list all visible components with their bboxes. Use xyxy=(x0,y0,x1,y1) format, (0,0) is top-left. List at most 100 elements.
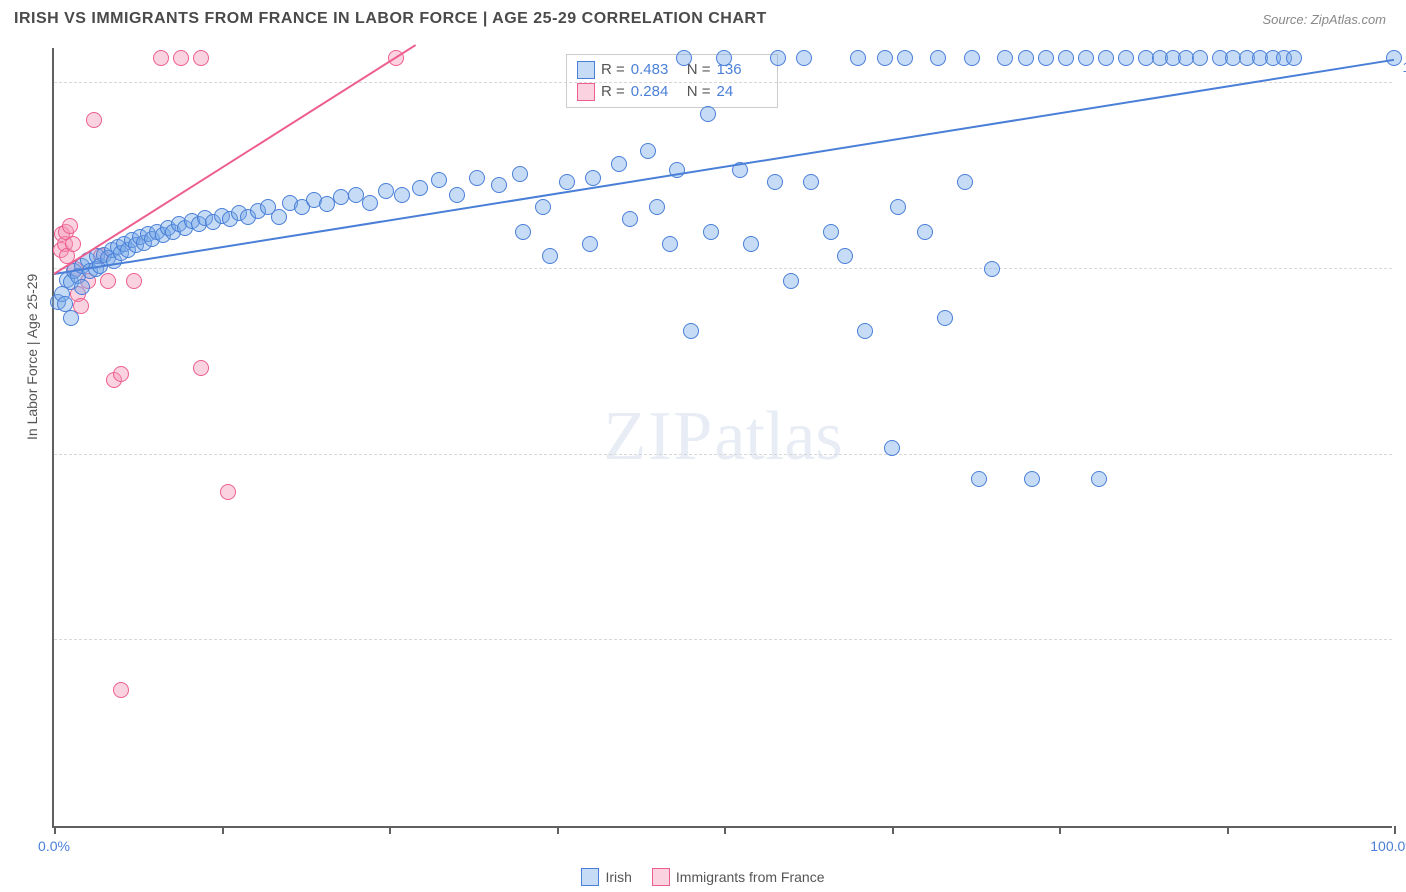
x-tick xyxy=(557,826,559,834)
swatch-irish xyxy=(577,61,595,79)
data-point xyxy=(783,273,799,289)
data-point xyxy=(193,360,209,376)
data-point xyxy=(611,156,627,172)
y-axis-label: In Labor Force | Age 25-29 xyxy=(24,274,40,440)
data-point xyxy=(767,174,783,190)
data-point xyxy=(743,236,759,252)
x-tick xyxy=(389,826,391,834)
swatch-france xyxy=(652,868,670,886)
data-point xyxy=(823,224,839,240)
x-tick xyxy=(1059,826,1061,834)
x-tick xyxy=(54,826,56,834)
x-tick-label: 100.0% xyxy=(1370,838,1406,854)
gridline xyxy=(54,454,1392,455)
data-point xyxy=(622,211,638,227)
gridline xyxy=(54,639,1392,640)
data-point xyxy=(1091,471,1107,487)
data-point xyxy=(535,199,551,215)
swatch-irish xyxy=(581,868,599,886)
gridline xyxy=(54,268,1392,269)
data-point xyxy=(193,50,209,66)
watermark: ZIPatlas xyxy=(603,397,842,477)
data-point xyxy=(62,218,78,234)
data-point xyxy=(1038,50,1054,66)
data-point xyxy=(964,50,980,66)
data-point xyxy=(559,174,575,190)
data-point xyxy=(703,224,719,240)
data-point xyxy=(716,50,732,66)
x-tick xyxy=(222,826,224,834)
data-point xyxy=(57,296,73,312)
data-point xyxy=(512,166,528,182)
data-point xyxy=(1098,50,1114,66)
data-point xyxy=(431,172,447,188)
y-tick-label: 100.0% xyxy=(1403,59,1406,75)
data-point xyxy=(65,236,81,252)
data-point xyxy=(74,279,90,295)
data-point xyxy=(683,323,699,339)
data-point xyxy=(1078,50,1094,66)
source-attribution: Source: ZipAtlas.com xyxy=(1262,12,1386,27)
data-point xyxy=(362,195,378,211)
data-point xyxy=(930,50,946,66)
data-point xyxy=(850,50,866,66)
legend-row-irish: R = 0.483 N = 136 xyxy=(577,59,767,81)
legend-row-france: R = 0.284 N = 24 xyxy=(577,81,767,103)
data-point xyxy=(412,180,428,196)
trendline xyxy=(53,44,416,275)
legend-item-france: Immigrants from France xyxy=(652,868,825,886)
data-point xyxy=(469,170,485,186)
data-point xyxy=(803,174,819,190)
data-point xyxy=(971,471,987,487)
data-point xyxy=(153,50,169,66)
data-point xyxy=(770,50,786,66)
data-point xyxy=(997,50,1013,66)
data-point xyxy=(640,143,656,159)
gridline xyxy=(54,82,1392,83)
data-point xyxy=(348,187,364,203)
data-point xyxy=(100,273,116,289)
data-point xyxy=(984,261,1000,277)
data-point xyxy=(126,273,142,289)
data-point xyxy=(662,236,678,252)
data-point xyxy=(1018,50,1034,66)
legend-item-irish: Irish xyxy=(581,868,631,886)
data-point xyxy=(676,50,692,66)
data-point xyxy=(796,50,812,66)
data-point xyxy=(63,310,79,326)
data-point xyxy=(957,174,973,190)
series-legend: Irish Immigrants from France xyxy=(0,868,1406,886)
data-point xyxy=(837,248,853,264)
scatter-chart: ZIPatlas R = 0.483 N = 136 R = 0.284 N =… xyxy=(52,48,1392,828)
data-point xyxy=(449,187,465,203)
data-point xyxy=(515,224,531,240)
x-tick xyxy=(892,826,894,834)
data-point xyxy=(1058,50,1074,66)
data-point xyxy=(113,682,129,698)
data-point xyxy=(582,236,598,252)
data-point xyxy=(491,177,507,193)
data-point xyxy=(1286,50,1302,66)
x-tick xyxy=(1394,826,1396,834)
data-point xyxy=(937,310,953,326)
data-point xyxy=(1192,50,1208,66)
x-tick-label: 0.0% xyxy=(38,838,70,854)
data-point xyxy=(378,183,394,199)
data-point xyxy=(1024,471,1040,487)
data-point xyxy=(542,248,558,264)
data-point xyxy=(585,170,601,186)
swatch-france xyxy=(577,83,595,101)
data-point xyxy=(394,187,410,203)
correlation-legend: R = 0.483 N = 136 R = 0.284 N = 24 xyxy=(566,54,778,108)
data-point xyxy=(220,484,236,500)
data-point xyxy=(1118,50,1134,66)
x-tick xyxy=(1227,826,1229,834)
data-point xyxy=(857,323,873,339)
data-point xyxy=(917,224,933,240)
data-point xyxy=(1386,50,1402,66)
data-point xyxy=(700,106,716,122)
data-point xyxy=(649,199,665,215)
data-point xyxy=(86,112,102,128)
data-point xyxy=(333,189,349,205)
x-tick xyxy=(724,826,726,834)
